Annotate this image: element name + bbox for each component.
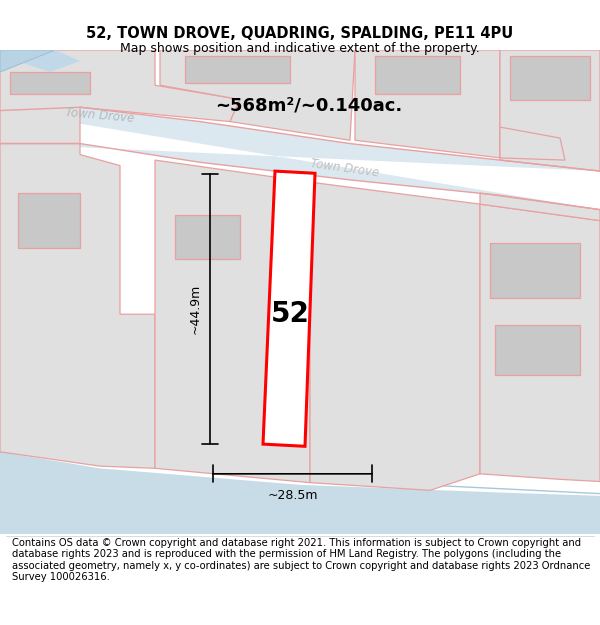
Text: 52: 52 (271, 300, 310, 328)
Text: Map shows position and indicative extent of the property.: Map shows position and indicative extent… (120, 42, 480, 55)
Polygon shape (375, 56, 460, 94)
Polygon shape (480, 204, 600, 481)
Polygon shape (355, 50, 500, 158)
Polygon shape (18, 193, 80, 248)
Polygon shape (0, 50, 80, 72)
Polygon shape (160, 50, 355, 140)
Polygon shape (500, 50, 600, 171)
Text: ~44.9m: ~44.9m (188, 284, 202, 334)
Polygon shape (0, 50, 240, 144)
Polygon shape (480, 193, 600, 221)
Text: ~568m²/~0.140ac.: ~568m²/~0.140ac. (215, 96, 402, 114)
Polygon shape (495, 325, 580, 375)
Polygon shape (0, 107, 600, 209)
Text: 52, TOWN DROVE, QUADRING, SPALDING, PE11 4PU: 52, TOWN DROVE, QUADRING, SPALDING, PE11… (86, 26, 514, 41)
Polygon shape (263, 171, 315, 446)
Polygon shape (175, 215, 240, 259)
Polygon shape (510, 56, 590, 99)
Polygon shape (10, 72, 90, 94)
Polygon shape (0, 144, 155, 468)
Polygon shape (490, 242, 580, 298)
Text: Contains OS data © Crown copyright and database right 2021. This information is : Contains OS data © Crown copyright and d… (12, 538, 590, 582)
Polygon shape (155, 160, 310, 482)
Polygon shape (185, 56, 290, 83)
Polygon shape (500, 127, 565, 160)
Text: ~28.5m: ~28.5m (267, 489, 318, 502)
Text: Town Drove: Town Drove (310, 157, 380, 179)
Polygon shape (0, 452, 600, 534)
Polygon shape (0, 50, 55, 72)
Polygon shape (310, 182, 480, 491)
Text: Town Drove: Town Drove (65, 106, 135, 124)
